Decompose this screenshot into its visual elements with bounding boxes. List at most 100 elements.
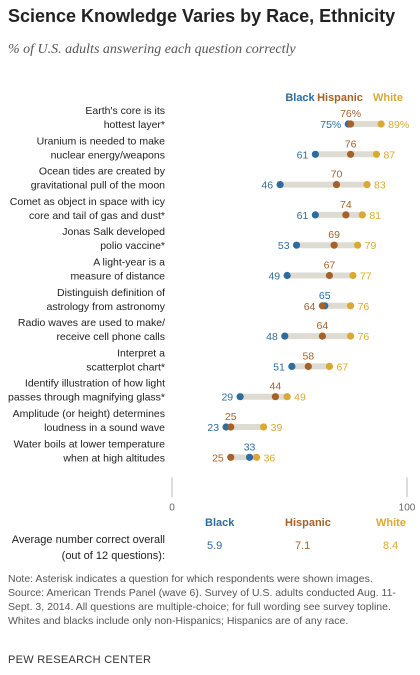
value-label-black: 51 [273,361,285,373]
category-label: loudness in a sound wave [44,422,165,434]
dot-white [253,453,261,461]
value-label-white: 49 [294,392,306,404]
summary-label: Average number correct overall (out of 1… [0,532,165,564]
category-label: polio vaccine* [100,240,165,252]
chart-subtitle: % of U.S. adults answering each question… [8,42,296,57]
value-label-black: 53 [278,240,290,252]
dot-hispanic [330,241,338,249]
value-label-black: 61 [297,210,309,222]
dot-hispanic [318,302,326,310]
value-label-white: 77 [360,271,372,283]
value-label-white: 39 [271,422,283,434]
category-label: Jonas Salk developed [62,226,165,238]
value-label-black: 29 [221,392,233,404]
summary-value-hispanic: 7.1 [295,540,311,552]
value-label-hispanic: 76 [345,138,357,150]
source-organization: PEW RESEARCH CENTER [8,654,152,666]
value-label-white: 76 [358,301,370,313]
value-label-hispanic: 25 [225,411,237,423]
category-label: passes through magnifying glass* [8,392,165,404]
category-label: measure of distance [70,271,165,283]
value-label-black: 23 [207,422,219,434]
summary-value-white: 8.4 [383,540,399,552]
value-label-white: 36 [264,452,276,464]
category-label: astrology from astronomy [47,301,166,313]
legend-white: White [373,92,403,104]
summary-label-line2: (out of 12 questions): [61,550,165,562]
dot-black [292,241,301,249]
value-label-hispanic: 70 [331,169,343,181]
value-label-hispanic: 25 [212,452,224,464]
dot-hispanic [318,332,326,340]
dot-black [311,211,319,219]
dot-hispanic [325,271,334,280]
category-label: receive cell phone calls [56,331,165,343]
dot-hispanic [227,423,235,431]
value-label-black: 46 [261,180,273,192]
value-label-white: 87 [383,149,395,161]
dot-white [347,332,355,340]
summary-header-hispanic: Hispanic [285,517,331,529]
category-label: A light-year is a [93,257,165,269]
value-label-black: 75% [320,119,341,131]
value-label-black: 33 [244,441,256,453]
category-label: scatterplot chart* [86,361,165,373]
dot-hispanic [271,393,279,401]
category-label: Interpret a [117,347,165,359]
dot-hispanic [332,181,341,189]
value-label-white: 76 [358,331,370,343]
summary-value-black: 5.9 [207,540,223,552]
legend-black: Black [285,92,315,104]
value-label-white: 81 [369,210,381,222]
note-text: Note: Asterisk indicates a question for … [8,573,373,585]
dot-plot: Black Hispanic White 0 100 Earth's core is it… [8,92,416,513]
category-label: gravitational pull of the moon [31,180,165,192]
dot-black [281,332,289,340]
dot-white [260,423,268,431]
value-label-black: 48 [266,331,278,343]
dot-white [377,120,385,128]
value-label-black: 49 [268,271,280,283]
value-label-black: 65 [319,290,331,302]
summary-label-line1: Average number correct overall [11,534,165,546]
category-label: when at high altitudes [62,452,165,464]
category-label: Amplitude (or height) determines [13,408,165,420]
summary-header-white: White [376,517,406,529]
value-label-hispanic: 64 [304,301,316,313]
value-label-hispanic: 44 [270,381,282,393]
dot-white [347,302,355,310]
category-label: Uranium is needed to make [37,135,166,147]
category-label: nuclear energy/weapons [51,149,165,161]
dot-white [354,241,362,249]
dot-white [358,211,366,219]
dot-hispanic [347,150,355,158]
dot-black [245,453,254,461]
value-label-hispanic: 67 [324,260,336,272]
axis-tick-label: 100 [399,502,416,513]
value-label-hispanic: 76% [340,108,361,120]
value-label-white: 89% [388,119,409,131]
value-label-white: 79 [365,240,377,252]
dot-black [283,271,291,280]
category-label: Comet as object in space with icy [10,196,166,208]
category-label: Identify illustration of how light [25,378,165,390]
dot-white [283,393,291,401]
category-label: Radio waves are used to make/ [18,317,165,329]
dot-hispanic [347,120,355,128]
dot-black [311,150,319,158]
category-label: Distinguish definition of [57,287,165,299]
value-label-hispanic: 64 [317,320,329,332]
legend-hispanic: Hispanic [317,92,363,104]
footnote: Note: Asterisk indicates a question for … [8,572,418,628]
category-label: core and tail of gas and dust* [29,210,165,222]
value-label-hispanic: 74 [340,199,352,211]
category-label: Ocean tides are created by [39,166,166,178]
page-title: Science Knowledge Varies by Race, Ethnic… [8,6,396,26]
axis-tick-label: 0 [169,502,175,513]
dot-white [349,271,357,280]
dot-hispanic [227,453,235,461]
dot-white [325,362,334,370]
value-label-white: 83 [374,180,386,192]
value-label-white: 67 [336,361,348,373]
dot-hispanic [304,362,312,370]
